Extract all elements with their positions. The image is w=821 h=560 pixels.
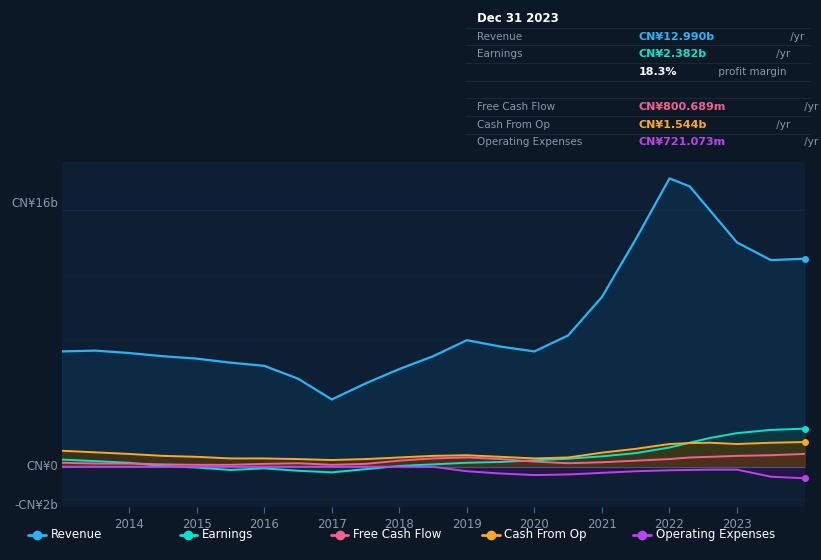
Text: 18.3%: 18.3% [639,67,677,77]
Text: CN¥721.073m: CN¥721.073m [639,137,726,147]
Text: CN¥2.382b: CN¥2.382b [639,49,707,59]
Text: Operating Expenses: Operating Expenses [477,137,582,147]
Text: /yr: /yr [773,120,790,130]
Text: Earnings: Earnings [202,528,253,542]
Text: CN¥16b: CN¥16b [11,198,58,211]
Text: -CN¥2b: -CN¥2b [15,499,58,512]
Text: CN¥12.990b: CN¥12.990b [639,31,715,41]
Text: CN¥1.544b: CN¥1.544b [639,120,707,130]
Text: Cash From Op: Cash From Op [504,528,587,542]
Text: Cash From Op: Cash From Op [477,120,550,130]
Text: Revenue: Revenue [51,528,102,542]
Text: CN¥0: CN¥0 [27,460,58,473]
Text: Dec 31 2023: Dec 31 2023 [477,12,558,25]
Text: Earnings: Earnings [477,49,522,59]
Text: /yr: /yr [787,31,805,41]
Text: /yr: /yr [801,137,819,147]
Text: Revenue: Revenue [477,31,522,41]
Text: Operating Expenses: Operating Expenses [656,528,775,542]
Text: /yr: /yr [801,102,819,112]
Text: Free Cash Flow: Free Cash Flow [477,102,555,112]
Text: CN¥800.689m: CN¥800.689m [639,102,726,112]
Text: Free Cash Flow: Free Cash Flow [353,528,442,542]
Text: profit margin: profit margin [714,67,786,77]
Text: /yr: /yr [773,49,790,59]
